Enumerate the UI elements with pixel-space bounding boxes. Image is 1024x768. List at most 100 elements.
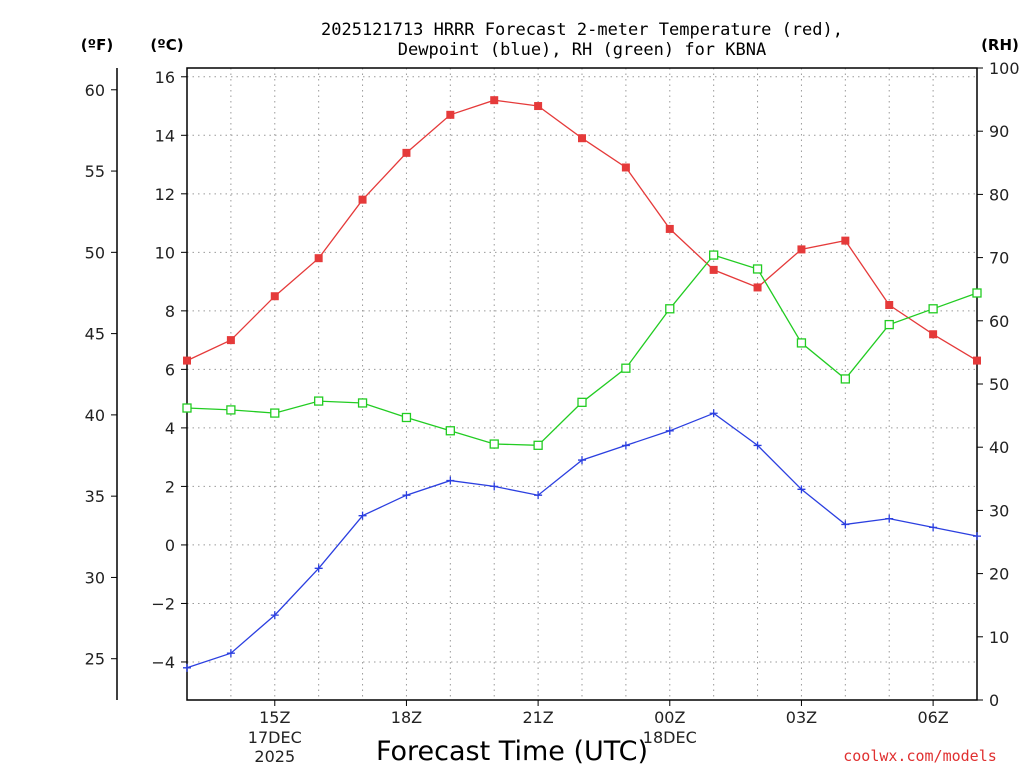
chart-title-line2: Dewpoint (blue), RH (green) for KBNA bbox=[398, 40, 766, 60]
rh-tick-label: 60 bbox=[989, 312, 1009, 331]
plot-frame bbox=[116, 67, 978, 701]
celsius-tick-label: 16 bbox=[155, 68, 175, 87]
relative-humidity-point bbox=[709, 250, 719, 260]
relative-humidity-point bbox=[796, 338, 807, 348]
relative-humidity-point bbox=[226, 405, 236, 415]
celsius-tick-label: 4 bbox=[165, 419, 175, 438]
2-meter-temperature-point bbox=[753, 283, 762, 292]
dewpoint-point bbox=[973, 532, 981, 541]
2-meter-temperature-point bbox=[621, 163, 630, 172]
chart-title-line1: 2025121713 HRRR Forecast 2-meter Tempera… bbox=[321, 20, 843, 40]
rh-tick-label: 10 bbox=[989, 628, 1009, 647]
relative-humidity-point bbox=[928, 304, 938, 314]
celsius-tick-label: −4 bbox=[151, 653, 175, 672]
dewpoint-point bbox=[929, 523, 938, 532]
celsius-tick-label: 6 bbox=[165, 360, 175, 379]
celsius-tick-label: −2 bbox=[151, 594, 175, 613]
celsius-tick-label: 8 bbox=[165, 302, 175, 321]
relative-humidity-point bbox=[972, 288, 982, 298]
relative-humidity-point bbox=[840, 374, 850, 384]
2-meter-temperature-point bbox=[841, 236, 850, 245]
dewpoint-point bbox=[490, 482, 499, 491]
relative-humidity-point bbox=[752, 264, 763, 274]
x-tick-label: 15Z bbox=[259, 708, 290, 727]
dewpoint-point bbox=[446, 476, 455, 485]
relative-humidity-point bbox=[401, 412, 412, 423]
2-meter-temperature-point bbox=[578, 134, 586, 143]
dewpoint-point bbox=[270, 611, 279, 620]
relative-humidity-point bbox=[621, 363, 631, 373]
2-meter-temperature-point bbox=[402, 148, 411, 157]
dewpoint-point bbox=[797, 485, 806, 494]
rh-tick-label: 100 bbox=[989, 59, 1020, 78]
2-meter-temperature-point bbox=[446, 110, 455, 119]
2-meter-temperature-point bbox=[885, 301, 894, 309]
gridlines bbox=[186, 68, 978, 700]
fahrenheit-tick-label: 50 bbox=[85, 243, 105, 262]
x-tick-date: 18DEC bbox=[643, 728, 697, 747]
fahrenheit-tick-label: 55 bbox=[85, 162, 105, 181]
2-meter-temperature-point bbox=[490, 96, 499, 105]
x-tick-label: 21Z bbox=[522, 708, 553, 727]
celsius-tick-label: 14 bbox=[155, 126, 175, 145]
x-axis-title: Forecast Time (UTC) bbox=[376, 736, 648, 767]
dewpoint-point bbox=[183, 663, 191, 672]
data-series bbox=[182, 96, 982, 672]
dewpoint-point bbox=[709, 409, 718, 418]
dewpoint-point bbox=[621, 441, 630, 450]
celsius-axis-unit: (ºC) bbox=[150, 36, 183, 54]
2-meter-temperature-point bbox=[973, 356, 981, 365]
dewpoint-point bbox=[841, 520, 850, 529]
dewpoint-point bbox=[402, 491, 411, 500]
fahrenheit-tick-label: 45 bbox=[85, 325, 105, 344]
x-tick-label: 00Z bbox=[654, 708, 685, 727]
fahrenheit-tick-label: 35 bbox=[85, 487, 105, 506]
celsius-tick-label: 2 bbox=[165, 477, 175, 496]
relative-humidity-point bbox=[533, 440, 543, 450]
2-meter-temperature-point bbox=[709, 265, 718, 274]
dewpoint-point bbox=[358, 511, 367, 520]
2-meter-temperature-point bbox=[534, 102, 543, 111]
relative-humidity-point bbox=[182, 403, 192, 413]
relative-humidity-point bbox=[357, 398, 368, 408]
dewpoint-point bbox=[226, 649, 235, 658]
fahrenheit-tick-label: 30 bbox=[85, 568, 105, 587]
relative-humidity-point bbox=[577, 397, 587, 407]
dewpoint-point bbox=[314, 564, 323, 573]
dewpoint-point bbox=[885, 514, 894, 523]
fahrenheit-axis-unit: (ºF) bbox=[81, 36, 113, 54]
rh-tick-label: 80 bbox=[989, 185, 1009, 204]
2-meter-temperature-point bbox=[226, 336, 235, 345]
x-tick-label: 03Z bbox=[786, 708, 817, 727]
rh-tick-label: 40 bbox=[989, 438, 1009, 457]
rh-tick-label: 90 bbox=[989, 122, 1009, 141]
celsius-tick-label: 10 bbox=[155, 243, 175, 262]
relative-humidity-point bbox=[445, 426, 455, 436]
x-tick-label: 18Z bbox=[391, 708, 422, 727]
x-tick-date: 17DEC bbox=[248, 728, 302, 747]
rh-tick-label: 0 bbox=[989, 691, 999, 710]
credit-text: coolwx.com/models bbox=[843, 747, 997, 765]
2-meter-temperature-point bbox=[797, 245, 806, 254]
2-meter-temperature-point bbox=[314, 254, 323, 263]
rh-tick-label: 50 bbox=[989, 375, 1009, 394]
rh-tick-label: 70 bbox=[989, 249, 1009, 268]
fahrenheit-tick-label: 60 bbox=[85, 81, 105, 100]
relative-humidity-point bbox=[314, 396, 324, 406]
celsius-tick-label: 12 bbox=[155, 185, 175, 204]
fahrenheit-tick-label: 25 bbox=[85, 650, 105, 669]
2-meter-temperature-point bbox=[183, 356, 191, 365]
dewpoint-point bbox=[753, 441, 762, 450]
rh-tick-label: 30 bbox=[989, 501, 1009, 520]
2-meter-temperature-point bbox=[270, 292, 279, 301]
celsius-tick-label: 0 bbox=[165, 536, 175, 555]
relative-humidity-point bbox=[270, 408, 280, 418]
relative-humidity-point bbox=[665, 304, 675, 314]
relative-humidity-point bbox=[489, 439, 499, 449]
fahrenheit-tick-label: 40 bbox=[85, 406, 105, 425]
2-meter-temperature-point bbox=[358, 195, 367, 204]
rh-tick-label: 20 bbox=[989, 565, 1009, 584]
rh-axis-unit: (RH) bbox=[981, 36, 1019, 54]
dewpoint-point bbox=[534, 491, 543, 500]
